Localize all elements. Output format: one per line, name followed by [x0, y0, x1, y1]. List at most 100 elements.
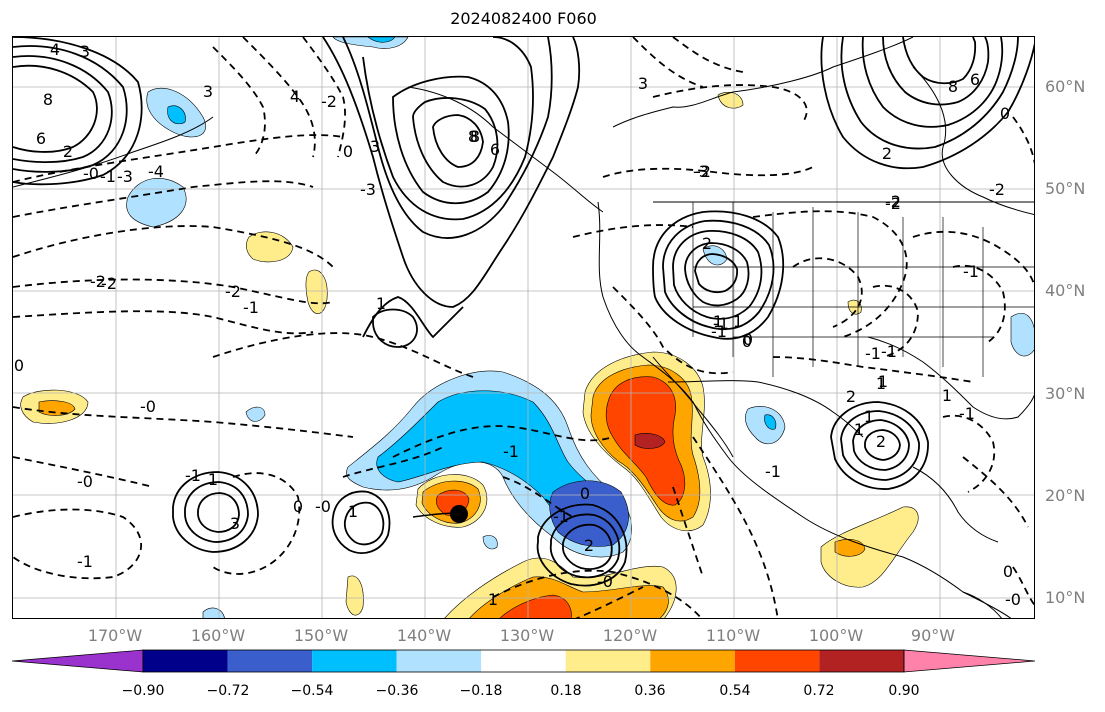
contour-label: 3 — [370, 137, 380, 156]
lon-label: 90°W — [910, 626, 956, 645]
contour-label: 2 — [702, 234, 712, 253]
colorbar-segment — [396, 650, 482, 672]
contour-label: 2 — [876, 432, 886, 451]
shade-darkred-baja — [634, 433, 666, 449]
colorbar-segment — [903, 649, 1036, 673]
coast-canada — [612, 37, 914, 128]
coast-centralam — [962, 591, 1002, 618]
contour-label: -1 — [963, 262, 979, 281]
contour-label: 3 — [638, 74, 648, 93]
contour-label: -4 — [148, 162, 164, 181]
contour-labels: 4 3 8 6 2 -0 -1 -3 -4 -2 3 8 6 3 4 -2 -3… — [14, 40, 1021, 609]
shade-yellow-a — [246, 231, 294, 263]
lon-label: 110°W — [705, 626, 761, 645]
contour-label: 2 — [846, 387, 856, 406]
contour-label: -1 — [713, 314, 729, 333]
shade-red-south — [499, 594, 572, 618]
contour-label: -2 — [885, 192, 901, 211]
colorbar-tick-label: 0.36 — [634, 683, 666, 699]
colorbar-tick-label: 0.90 — [888, 683, 920, 699]
contour-label: -0 — [597, 572, 613, 591]
shade-blue-nw — [126, 178, 187, 228]
colorbar-segment — [481, 650, 566, 672]
contour-label: 2 — [584, 536, 594, 555]
colorbar-tick-label: −0.90 — [121, 683, 165, 699]
high-alaska-outer — [322, 37, 581, 308]
contour-label: 8 — [43, 90, 53, 109]
contour-label: -0 — [1005, 590, 1021, 609]
contour-label: -3 — [693, 162, 709, 181]
lon-label: 160°W — [190, 626, 246, 645]
contour-label: 8 — [948, 77, 958, 96]
contour-label: -1 — [711, 322, 727, 341]
coastlines — [13, 37, 1034, 618]
colorbar-segment — [734, 650, 820, 672]
contour-label: 1 — [878, 372, 888, 391]
contour-label: 0 — [1003, 562, 1013, 581]
low-cyclone1 — [172, 471, 259, 553]
map-canvas: 4 3 8 6 2 -0 -1 -3 -4 -2 3 8 6 3 4 -2 -3… — [13, 37, 1034, 618]
contour-label: 3 — [230, 514, 240, 533]
contour-label: 3 — [203, 82, 213, 101]
coast-alaska — [407, 86, 604, 213]
colorbar-segment — [11, 649, 144, 673]
coast-yucatan — [912, 466, 999, 543]
colorbar-tick-label: −0.36 — [375, 683, 419, 699]
colorbar-tick-label: 0.18 — [550, 683, 582, 699]
lat-label: 30°N — [1045, 384, 1086, 403]
contour-label: -1 — [243, 298, 259, 317]
map-frame: 4 3 8 6 2 -0 -1 -3 -4 -2 3 8 6 3 4 -2 -3… — [12, 36, 1035, 619]
map-title: 2024082400 F060 — [450, 9, 597, 28]
contour-label: -2 — [101, 274, 117, 293]
storm-center-marker — [450, 505, 468, 523]
contour-label: 0 — [743, 330, 753, 349]
coast-baja — [652, 356, 734, 458]
contours-negative — [13, 37, 1034, 618]
contour-label: -2 — [321, 92, 337, 111]
contour-label: -0 — [83, 164, 99, 183]
contour-label: 0 — [580, 484, 590, 503]
contour-label: -1 — [881, 342, 897, 361]
colorbar-tick-label: −0.72 — [206, 683, 250, 699]
shade-blue-nw2-core — [167, 105, 186, 125]
contour-label: 8 — [468, 127, 478, 146]
contour-label: 1 — [348, 502, 358, 521]
contour-label: 6 — [36, 129, 46, 148]
states-grid — [692, 202, 1034, 377]
contour-label: 4 — [50, 40, 60, 59]
colorbar-segment — [143, 650, 228, 672]
coast-aleutian — [13, 116, 214, 188]
colorbar-outline — [142, 649, 905, 673]
shade-blue-west-small — [245, 406, 266, 422]
contour-label: -0 — [140, 397, 156, 416]
shade-yellow-b — [305, 269, 328, 314]
contour-label: 4 — [290, 87, 300, 106]
contour-label: 0 — [14, 356, 24, 375]
colorbar-segment — [227, 650, 313, 672]
contour-label: -1 — [100, 167, 116, 186]
low-gulf — [830, 401, 929, 490]
contour-label: 8 — [470, 127, 480, 146]
contour-label: 0 — [293, 497, 303, 516]
shade-blue-sw — [202, 607, 225, 618]
contour-label: -0 — [315, 497, 331, 516]
shade-yellow-d — [717, 92, 744, 109]
lat-label: 40°N — [1045, 281, 1086, 300]
contour-label: -2 — [225, 282, 241, 301]
contour-label: 6 — [490, 140, 500, 159]
shade-blue-mex — [745, 406, 786, 445]
coast-hudson — [912, 66, 1034, 216]
lat-label: 50°N — [1045, 179, 1086, 198]
coast-gulf — [867, 336, 1034, 420]
contour-label: -1 — [865, 344, 881, 363]
high-canada — [820, 37, 1034, 170]
lon-label: 100°W — [808, 626, 864, 645]
contour-label: 2 — [882, 144, 892, 163]
contour-label: -1 — [77, 552, 93, 571]
contour-label: 1 — [854, 420, 864, 439]
colorbar-segment — [650, 650, 735, 672]
contour-label: -1 — [765, 462, 781, 481]
low-cyclone3 — [536, 503, 628, 587]
contours-positive — [13, 37, 1034, 587]
contour-label: 6 — [970, 70, 980, 89]
